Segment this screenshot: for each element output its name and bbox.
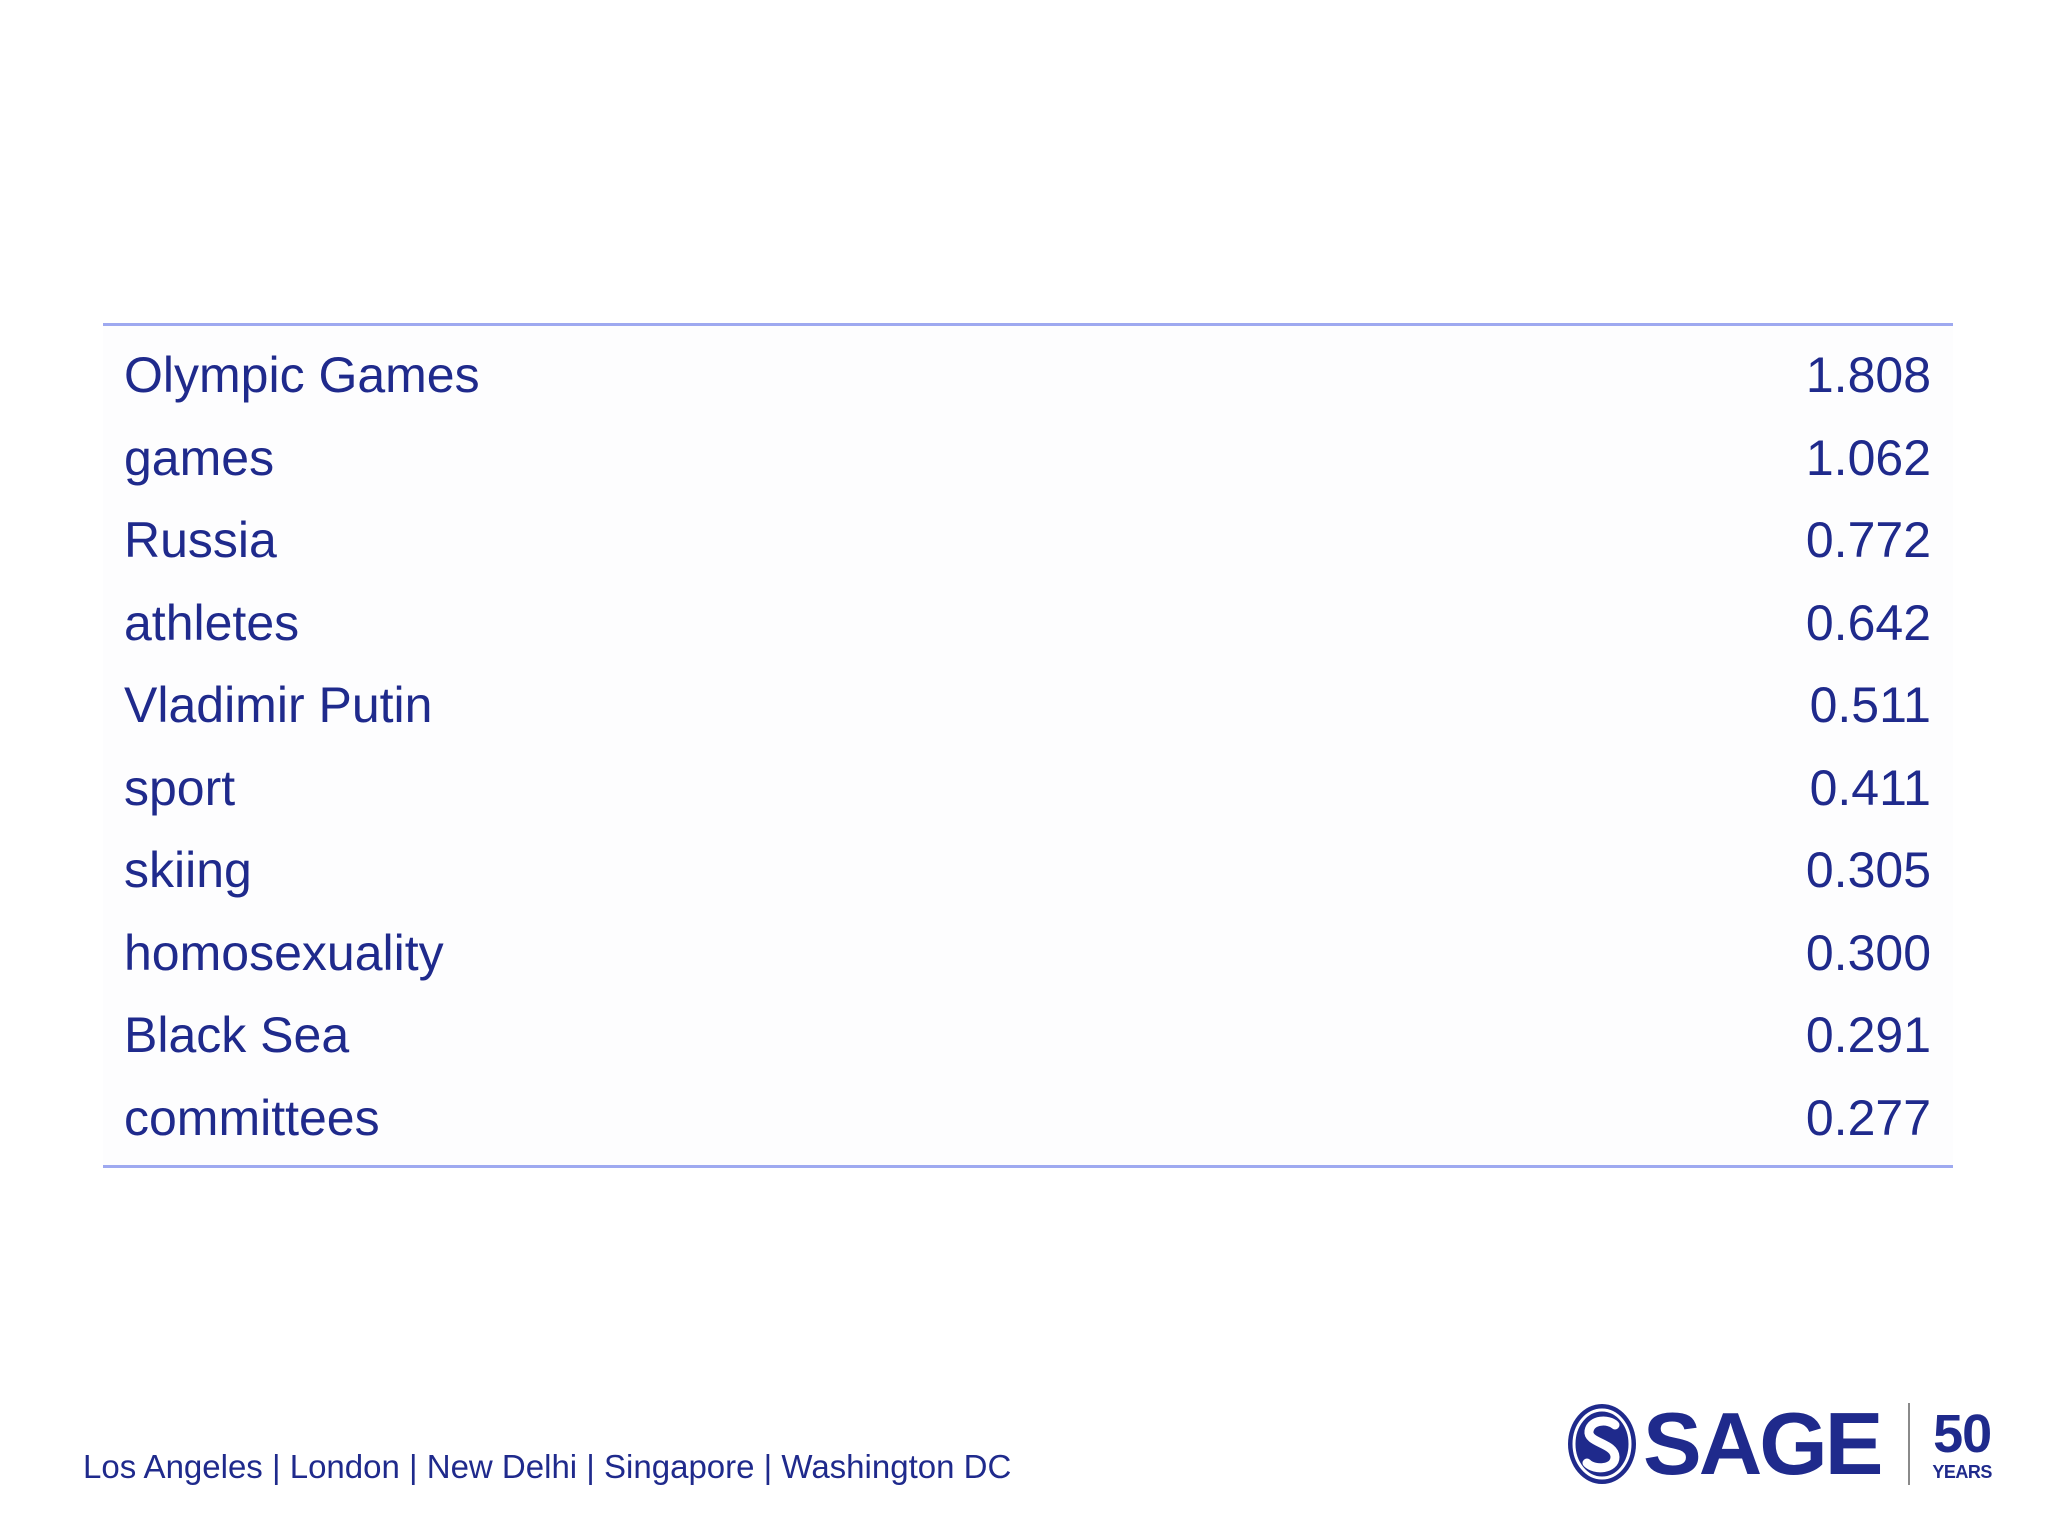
term-cell: games xyxy=(124,429,275,486)
term-cell: Russia xyxy=(124,512,277,569)
term-cell: Vladimir Putin xyxy=(124,677,433,734)
years-number: 50 xyxy=(1933,1404,1992,1464)
score-cell: 0.411 xyxy=(1809,759,1931,816)
term-cell: athletes xyxy=(124,594,300,651)
logo-divider xyxy=(1908,1403,1911,1485)
table-row: skiing 0.305 xyxy=(103,829,1953,912)
score-cell: 1.808 xyxy=(1805,347,1931,404)
table-row: Vladimir Putin 0.511 xyxy=(103,664,1953,747)
sage-50-years-logo: SAGE 50 YEARS xyxy=(1565,1396,1992,1492)
years-label: YEARS xyxy=(1932,1462,1992,1482)
table-row: committees 0.277 xyxy=(103,1077,1953,1160)
term-cell: homosexuality xyxy=(124,924,444,981)
table-row: homosexuality 0.300 xyxy=(103,912,1953,995)
sage-s-emblem-icon xyxy=(1568,1404,1636,1484)
sage-wordmark: SAGE xyxy=(1643,1394,1883,1493)
term-cell: Black Sea xyxy=(124,1007,350,1064)
table-row: games 1.062 xyxy=(103,417,1953,500)
table-row: Russia 0.772 xyxy=(103,499,1953,582)
table-row: sport 0.411 xyxy=(103,747,1953,830)
score-cell: 0.305 xyxy=(1805,842,1931,899)
score-cell: 0.277 xyxy=(1805,1089,1931,1146)
footer-office-locations: Los Angeles | London | New Delhi | Singa… xyxy=(83,1448,1012,1485)
term-cell: skiing xyxy=(124,842,252,899)
term-cell: Olympic Games xyxy=(124,347,480,404)
table-row: athletes 0.642 xyxy=(103,582,1953,665)
score-cell: 0.300 xyxy=(1805,924,1931,981)
score-cell: 0.642 xyxy=(1805,594,1931,651)
table-row: Olympic Games 1.808 xyxy=(103,334,1953,417)
table-row: Black Sea 0.291 xyxy=(103,994,1953,1077)
score-cell: 1.062 xyxy=(1805,429,1931,486)
score-cell: 0.511 xyxy=(1809,677,1931,734)
term-cell: committees xyxy=(124,1089,380,1146)
score-cell: 0.291 xyxy=(1805,1007,1931,1064)
fifty-years-badge: 50 YEARS xyxy=(1932,1407,1992,1481)
keyword-score-table: Olympic Games 1.808 games 1.062 Russia 0… xyxy=(103,323,1953,1168)
term-cell: sport xyxy=(124,759,236,816)
score-cell: 0.772 xyxy=(1805,512,1931,569)
